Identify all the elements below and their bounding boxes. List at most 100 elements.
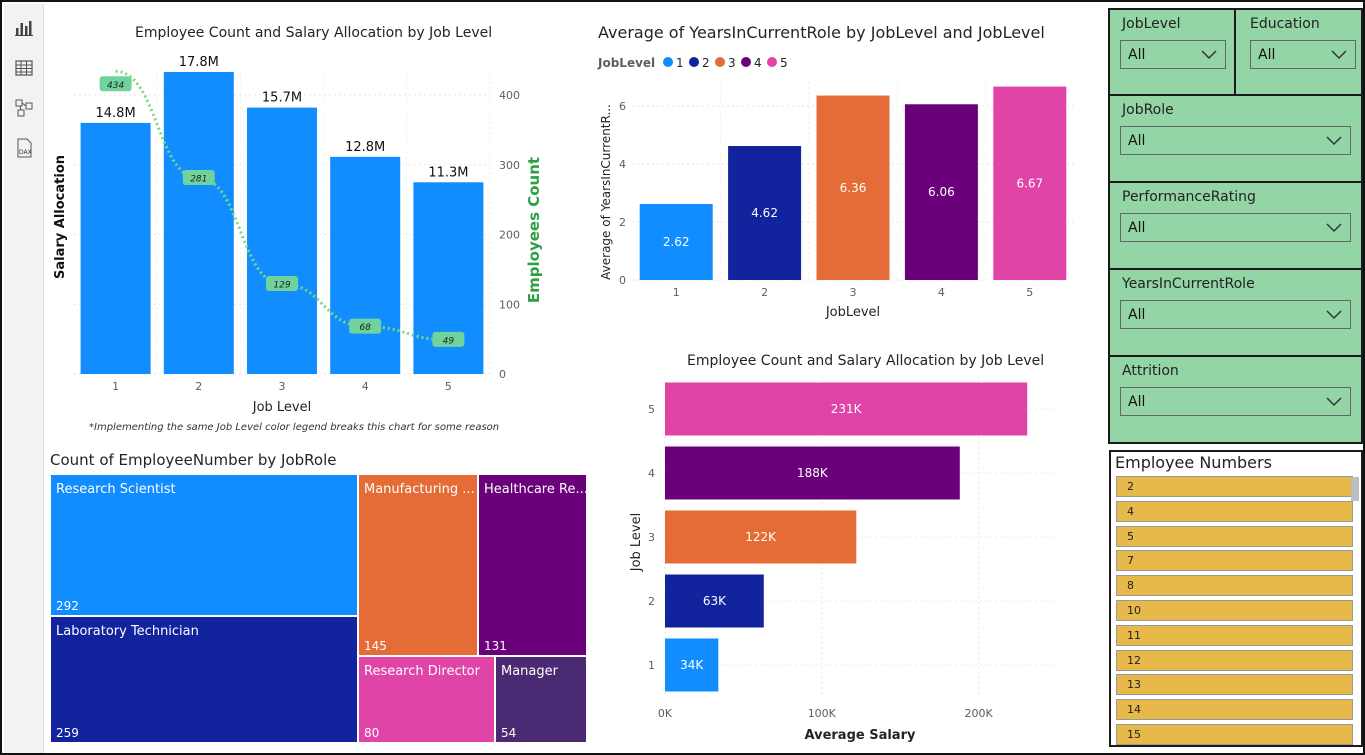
slicer-yearsincurrentrole: YearsInCurrentRole All bbox=[1108, 268, 1363, 357]
employee-number-item[interactable]: 11 bbox=[1116, 624, 1353, 646]
years-bar bbox=[904, 104, 978, 280]
y-axis-title-right: Employees Count bbox=[525, 157, 543, 303]
salary-bar bbox=[665, 382, 1028, 436]
line-point-label: 68 bbox=[359, 323, 371, 333]
model-view-icon[interactable] bbox=[12, 96, 36, 120]
combo-chart-plot: 0 100 200 300 400 14.8M 1 17.8M 2 15.7M 3 12.8M 4 11.… bbox=[53, 55, 543, 415]
slicer-value: All bbox=[1128, 219, 1146, 236]
x-tick-label: 3 bbox=[850, 286, 857, 299]
employee-number-item[interactable]: 8 bbox=[1116, 575, 1353, 597]
legend-label: 5 bbox=[780, 56, 788, 70]
slicer-joblevel-dropdown[interactable]: All bbox=[1120, 40, 1226, 69]
x-tick-label: 200K bbox=[964, 707, 993, 720]
dax-query-icon[interactable]: DAX bbox=[12, 136, 36, 160]
y-axis-title: Average of YearsInCurrentR... bbox=[599, 104, 613, 280]
treemap-cell-manager[interactable]: Manager 54 bbox=[495, 656, 587, 743]
legend-swatch bbox=[663, 57, 673, 67]
slicer-value: All bbox=[1128, 46, 1146, 63]
slicer-performancerating-dropdown[interactable]: All bbox=[1120, 213, 1351, 242]
bar-data-label: 4.62 bbox=[751, 206, 778, 220]
line-point-label-group: 434 bbox=[99, 76, 132, 92]
y-tick-label: 0 bbox=[619, 274, 626, 287]
x-tick-label: 1 bbox=[112, 380, 119, 393]
slicer-label: JobRole bbox=[1122, 102, 1174, 118]
y2-tick-label: 0 bbox=[499, 368, 506, 381]
legend-swatch bbox=[741, 57, 751, 67]
chevron-down-icon bbox=[1326, 396, 1342, 406]
line-point-label-group: 281 bbox=[182, 170, 215, 186]
slicer-jobrole-dropdown[interactable]: All bbox=[1120, 126, 1351, 155]
slicer-attrition-dropdown[interactable]: All bbox=[1120, 387, 1351, 416]
treemap-cell-label: Manager bbox=[501, 664, 558, 679]
y2-tick-label: 100 bbox=[499, 298, 520, 311]
treemap-cell-laboratory-technician[interactable]: Laboratory Technician 259 bbox=[50, 616, 358, 743]
slicer-value: All bbox=[1128, 132, 1146, 149]
slicer-attrition: Attrition All bbox=[1108, 355, 1363, 444]
x-tick-label: 0K bbox=[658, 707, 673, 720]
slicer-education: Education All bbox=[1234, 8, 1363, 96]
treemap-cell-value: 292 bbox=[56, 599, 79, 613]
employee-number-item[interactable]: 14 bbox=[1116, 699, 1353, 721]
treemap-cell-research-director[interactable]: Research Director 80 bbox=[358, 656, 495, 743]
y2-tick-label: 200 bbox=[499, 229, 520, 242]
treemap-cell-manufacturing[interactable]: Manufacturing ... 145 bbox=[358, 474, 478, 656]
slicer-education-dropdown[interactable]: All bbox=[1250, 40, 1356, 69]
employee-number-item[interactable]: 2 bbox=[1116, 476, 1353, 497]
slicer-yearsincurrentrole-dropdown[interactable]: All bbox=[1120, 300, 1351, 329]
bar-data-label: 17.8M bbox=[179, 55, 219, 70]
chevron-down-icon bbox=[1326, 309, 1342, 319]
x-axis-title: JobLevel bbox=[825, 305, 880, 320]
bar-data-label: 14.8M bbox=[96, 106, 136, 121]
table-view-icon[interactable] bbox=[12, 56, 36, 80]
x-tick-label: 3 bbox=[279, 380, 286, 393]
dax-label: DAX bbox=[19, 149, 32, 156]
treemap-cell-value: 145 bbox=[364, 639, 387, 653]
employee-number-item[interactable]: 5 bbox=[1116, 525, 1353, 547]
x-axis-title: Job Level bbox=[252, 400, 312, 415]
legend-swatch bbox=[689, 57, 699, 67]
bar-data-label: 122K bbox=[745, 530, 777, 544]
y-tick-label: 2 bbox=[648, 595, 655, 608]
bar-data-label: 34K bbox=[680, 658, 704, 672]
line-point-label: 49 bbox=[443, 336, 455, 346]
employee-number-item[interactable]: 13 bbox=[1116, 674, 1353, 696]
salary-bar bbox=[665, 574, 764, 628]
salary-bar bbox=[80, 122, 151, 374]
years-in-role-chart[interactable]: Average of YearsInCurrentRole by JobLeve… bbox=[592, 17, 1102, 327]
y-tick-label: 6 bbox=[619, 100, 626, 113]
slicer-label: YearsInCurrentRole bbox=[1122, 276, 1255, 292]
jobrole-treemap[interactable]: Count of EmployeeNumber by JobRole Resea… bbox=[47, 450, 592, 747]
employee-number-item[interactable]: 12 bbox=[1116, 649, 1353, 671]
employee-number-item[interactable]: 7 bbox=[1116, 550, 1353, 572]
combo-chart[interactable]: Employee Count and Salary Allocation by … bbox=[47, 17, 587, 442]
employee-number-item[interactable]: 15 bbox=[1116, 724, 1353, 745]
combo-chart-title: Employee Count and Salary Allocation by … bbox=[135, 25, 493, 41]
salary-bar bbox=[665, 446, 960, 500]
line-point-label: 129 bbox=[273, 281, 290, 291]
line-point-label-bg bbox=[266, 276, 298, 292]
employee-list-scrollbar[interactable] bbox=[1351, 477, 1359, 501]
legend-swatch bbox=[715, 57, 725, 67]
employee-numbers-slicer: Employee Numbers 2 4 5 7 8 10 11 12 13 14 15 bbox=[1109, 450, 1363, 747]
salary-bar-chart[interactable]: Employee Count and Salary Allocation by … bbox=[592, 347, 1102, 747]
line-point-label-bg bbox=[432, 331, 465, 347]
slicer-jobrole: JobRole All bbox=[1108, 94, 1363, 183]
x-axis-title: Average Salary bbox=[805, 728, 916, 743]
slicer-label: JobLevel bbox=[1122, 16, 1181, 32]
report-view-icon[interactable] bbox=[12, 16, 36, 40]
treemap-cell-value: 131 bbox=[484, 639, 507, 653]
treemap-cell-healthcare[interactable]: Healthcare Re... 131 bbox=[478, 474, 587, 656]
bar-data-label: 6.06 bbox=[928, 185, 955, 199]
y-tick-label: 4 bbox=[619, 158, 626, 171]
line-point-label-group: 49 bbox=[432, 331, 465, 347]
employee-number-item[interactable]: 4 bbox=[1116, 500, 1353, 522]
years-chart-plot: JobLevel 1 2 3 4 5 0 2 4 6 2.62 1 4.62 2 6.36 3 6.06 4 6.6… bbox=[597, 56, 1074, 320]
bar-data-label: 6.36 bbox=[840, 181, 867, 195]
x-tick-label: 4 bbox=[938, 286, 945, 299]
employee-number-item[interactable]: 10 bbox=[1116, 600, 1353, 621]
treemap-cell-label: Healthcare Re... bbox=[484, 482, 587, 497]
chevron-down-icon bbox=[1201, 49, 1217, 59]
treemap-cell-research-scientist[interactable]: Research Scientist 292 bbox=[50, 474, 358, 616]
combo-chart-footnote: *Implementing the same Job Level color l… bbox=[89, 422, 500, 433]
